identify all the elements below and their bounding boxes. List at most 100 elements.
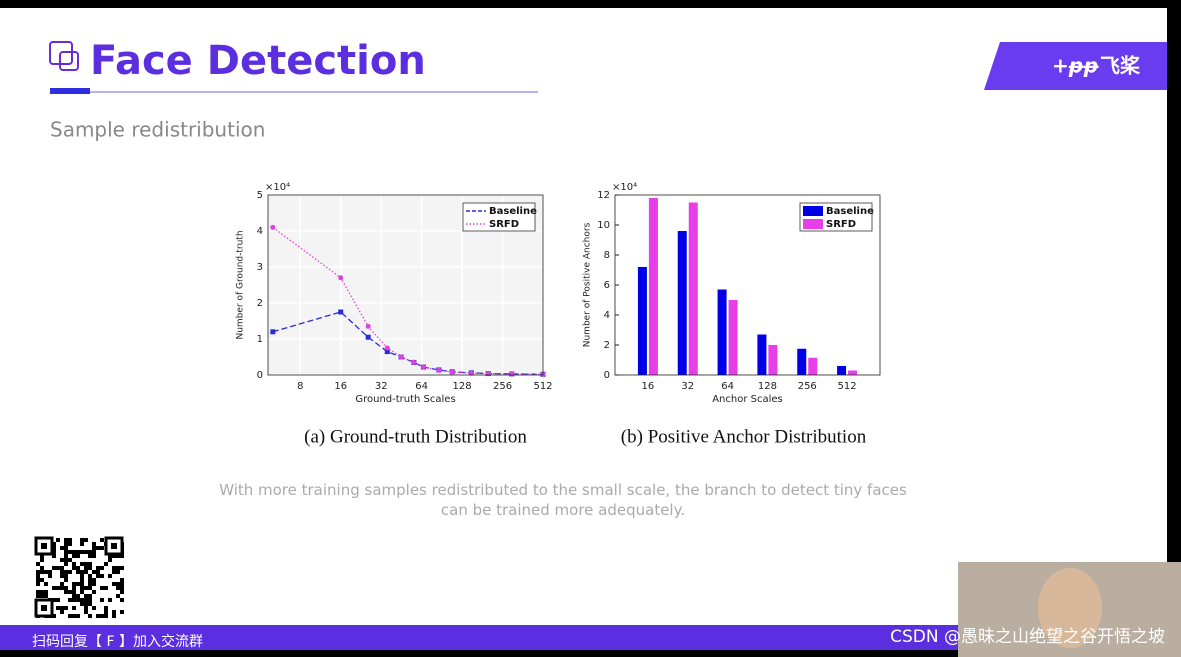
x-tick-label: 16 <box>642 381 655 392</box>
marker <box>449 369 455 375</box>
bar <box>688 202 698 375</box>
qr-cell <box>84 562 88 566</box>
qr-cell <box>80 578 84 582</box>
qr-cell <box>96 570 100 574</box>
qr-cell <box>36 594 40 598</box>
qr-cell <box>104 586 108 590</box>
legend-box <box>462 202 536 232</box>
qr-cell <box>80 586 84 590</box>
legend-label: SRFD <box>489 219 519 230</box>
y-tick-label: 5 <box>257 190 263 201</box>
marker <box>270 224 276 230</box>
qr-cell <box>36 590 40 594</box>
logo-band <box>984 42 1167 90</box>
qr-cell <box>52 546 56 550</box>
qr-cell <box>72 582 76 586</box>
marker <box>338 275 344 281</box>
qr-cell <box>48 570 52 574</box>
qr-cell <box>72 554 76 558</box>
marker <box>338 309 344 315</box>
qr-cell <box>64 586 68 590</box>
qr-cell <box>80 598 84 602</box>
qr-cell <box>56 538 60 542</box>
qr-cell <box>60 546 64 550</box>
legend-swatch <box>803 206 823 216</box>
qr-finder <box>41 543 47 549</box>
qr-cell <box>80 570 84 574</box>
x-axis-label: Anchor Scales <box>712 394 783 405</box>
bar <box>757 334 767 375</box>
x-tick-label: 128 <box>758 381 777 392</box>
qr-cell <box>100 586 104 590</box>
qr-cell <box>76 566 80 570</box>
qr-cell <box>100 546 104 550</box>
qr-cell <box>68 614 72 618</box>
y-multiplier: ×10⁴ <box>265 182 290 193</box>
qr-cell <box>96 566 100 570</box>
qr-cell <box>72 614 76 618</box>
qr-cell <box>120 566 124 570</box>
qr-cell <box>60 606 64 610</box>
qr-cell <box>56 598 60 602</box>
qr-cell <box>44 570 48 574</box>
marker <box>384 345 390 351</box>
qr-cell <box>36 562 40 566</box>
slide-title: Face Detection <box>90 38 426 84</box>
qr-cell <box>108 554 112 558</box>
qr-cell <box>92 550 96 554</box>
qr-cell <box>88 574 92 578</box>
chart-caption: (b) Positive Anchor Distribution <box>621 426 867 447</box>
qr-cell <box>92 546 96 550</box>
y-tick-label: 0 <box>257 370 263 381</box>
qr-cell <box>56 566 60 570</box>
qr-cell <box>120 582 124 586</box>
qr-cell <box>84 610 88 614</box>
x-tick-label: 32 <box>375 381 388 392</box>
qr-cell <box>88 582 92 586</box>
qr-cell <box>64 550 68 554</box>
qr-cell <box>64 538 68 542</box>
qr-cell <box>80 562 84 566</box>
qr-cell <box>88 598 92 602</box>
x-tick-label: 64 <box>415 381 428 392</box>
qr-cell <box>116 582 120 586</box>
qr-cell <box>104 610 108 614</box>
banner-text: 扫码回复【 F 】加入交流群 <box>32 633 203 650</box>
y-tick-label: 4 <box>257 226 263 237</box>
qr-cell <box>116 594 120 598</box>
slide <box>0 8 1167 625</box>
marker <box>420 364 426 370</box>
qr-cell <box>100 614 104 618</box>
qr-cell <box>80 550 84 554</box>
y-axis-label: Number of Positive Anchors <box>583 222 593 347</box>
qr-cell <box>40 594 44 598</box>
qr-cell <box>52 614 56 618</box>
bar <box>677 231 687 375</box>
qr-cell <box>76 594 80 598</box>
x-tick-label: 512 <box>533 381 552 392</box>
qr-cell <box>72 594 76 598</box>
qr-cell <box>72 590 76 594</box>
qr-cell <box>84 570 88 574</box>
qr-cell <box>40 566 44 570</box>
qr-cell <box>116 554 120 558</box>
qr-cell <box>120 598 124 602</box>
qr-cell <box>64 578 68 582</box>
bar <box>717 289 727 375</box>
qr-cell <box>116 586 120 590</box>
title-underline <box>50 88 90 94</box>
qr-cell <box>100 574 104 578</box>
qr-cell <box>36 578 40 582</box>
qr-cell <box>100 598 104 602</box>
qr-cell <box>36 570 40 574</box>
qr-cell <box>96 574 100 578</box>
qr-cell <box>120 554 124 558</box>
qr-cell <box>56 586 60 590</box>
qr-cell <box>92 554 96 558</box>
watermark: CSDN @愚昧之山绝望之谷开悟之坡 <box>890 627 1165 647</box>
qr-cell <box>60 586 64 590</box>
y-tick-label: 2 <box>604 340 610 351</box>
qr-cell <box>68 558 72 562</box>
qr-cell <box>36 574 40 578</box>
qr-cell <box>80 582 84 586</box>
